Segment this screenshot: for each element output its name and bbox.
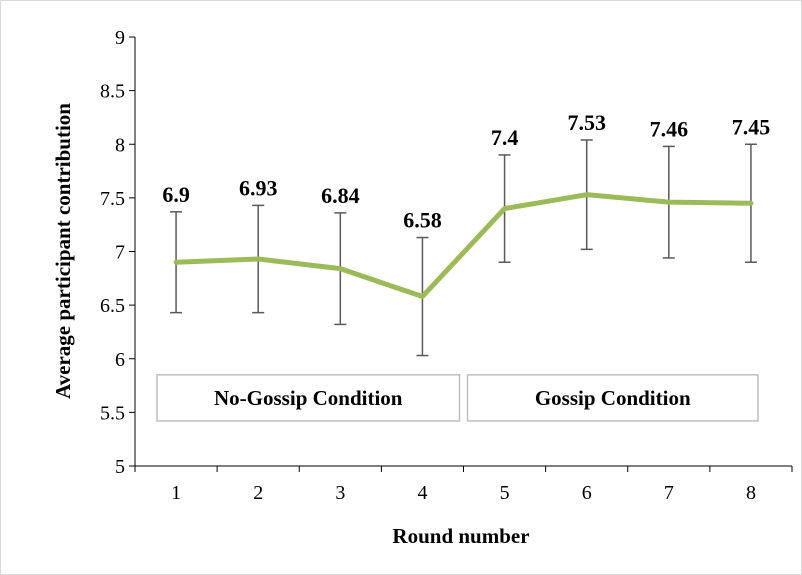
x-tick-label: 7 [664,482,674,504]
x-ticks: 1 2 3 4 5 6 7 8 [134,466,793,504]
data-label: 6.58 [403,208,442,233]
y-tick-label: 7.5 [100,188,125,210]
condition-boxes: No-Gossip Condition Gossip Condition [156,374,759,422]
y-tick-label: 8.5 [100,81,125,103]
x-tick-label: 5 [500,482,510,504]
data-label: 6.93 [239,175,278,200]
data-labels: 6.9 6.93 6.84 6.58 7.4 7.53 7.46 7.45 [162,110,770,233]
condition-label: Gossip Condition [535,386,691,410]
x-tick-label: 2 [253,482,263,504]
y-tick-label: 8 [115,134,125,156]
data-label: 7.53 [567,110,606,135]
x-tick-label: 8 [746,482,756,504]
data-label: 7.4 [491,125,519,150]
y-tick-label: 9 [115,27,125,49]
y-ticks: 5 5.5 6 6.5 7 7.5 8 8.5 9 [100,27,135,478]
y-tick-label: 5 [115,456,125,478]
error-bars [170,139,757,357]
x-tick-label: 3 [335,482,345,504]
condition-box-border [156,374,461,422]
data-label: 7.45 [732,114,771,139]
y-tick-label: 6 [115,349,125,371]
data-label: 7.46 [650,116,689,141]
gossip-condition-box: Gossip Condition [466,374,759,422]
x-tick-label: 4 [417,482,427,504]
series-line [173,192,754,300]
x-axis-title: Round number [392,524,529,548]
y-axis-title: Average participant contribution [51,103,75,399]
data-label: 6.84 [321,183,360,208]
series-line-group [173,192,754,300]
x-tick-label: 1 [171,482,181,504]
data-label: 6.9 [162,182,190,207]
y-tick-label: 7 [115,242,125,264]
no-gossip-condition-box: No-Gossip Condition [156,374,461,422]
y-tick-label: 5.5 [100,402,125,424]
condition-box-border [466,374,759,422]
condition-label: No-Gossip Condition [214,386,403,410]
y-tick-label: 6.5 [100,295,125,317]
x-tick-label: 6 [582,482,592,504]
